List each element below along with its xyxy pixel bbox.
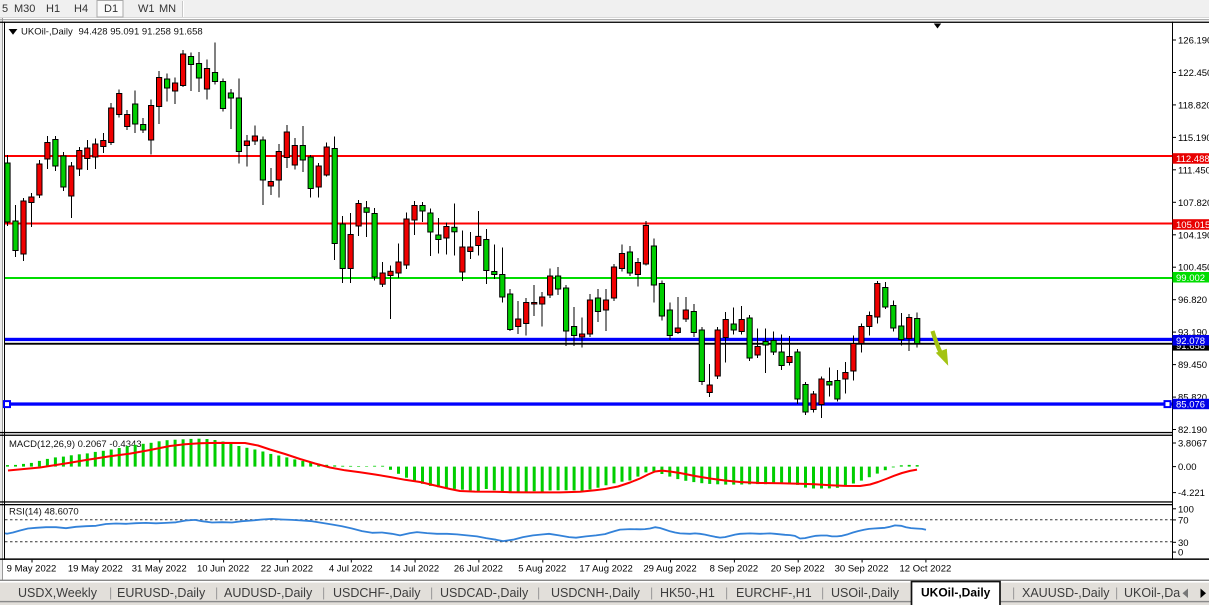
svg-text:115.190: 115.190 xyxy=(1178,133,1209,144)
svg-text:92.078: 92.078 xyxy=(1176,336,1205,347)
svg-text:|: | xyxy=(1115,586,1118,600)
svg-text:RSI(14) 48.6070: RSI(14) 48.6070 xyxy=(9,507,79,518)
svg-text:107.820: 107.820 xyxy=(1178,198,1209,209)
svg-text:5 Aug 2022: 5 Aug 2022 xyxy=(518,564,566,575)
svg-text:105.015: 105.015 xyxy=(1176,220,1209,231)
svg-text:MN: MN xyxy=(159,3,176,15)
svg-text:3.8067: 3.8067 xyxy=(1178,439,1207,450)
svg-text:UKOil-,Daily: UKOil-,Daily xyxy=(921,586,991,600)
svg-text:112.488: 112.488 xyxy=(1176,154,1209,165)
svg-text:|: | xyxy=(537,586,540,600)
svg-text:D1: D1 xyxy=(104,3,118,15)
svg-text:USOil-,Daily: USOil-,Daily xyxy=(831,586,900,600)
svg-text:|: | xyxy=(821,586,824,600)
svg-text:93.190: 93.190 xyxy=(1178,328,1207,339)
svg-text:9 May 2022: 9 May 2022 xyxy=(7,564,57,575)
svg-text:94.428 95.091 91.258 91.658: 94.428 95.091 91.258 91.658 xyxy=(79,27,203,38)
svg-text:EURUSD-,Daily: EURUSD-,Daily xyxy=(117,586,206,600)
svg-text:M30: M30 xyxy=(14,3,35,15)
svg-text:|: | xyxy=(650,586,653,600)
svg-text:104.190: 104.190 xyxy=(1178,230,1209,241)
svg-text:|: | xyxy=(725,586,728,600)
svg-text:XAUUSD-,Daily: XAUUSD-,Daily xyxy=(1022,586,1110,600)
svg-text:85.076: 85.076 xyxy=(1176,400,1205,411)
svg-text:|: | xyxy=(1012,586,1015,600)
svg-text:USDCAD-,Daily: USDCAD-,Daily xyxy=(440,586,529,600)
svg-text:17 Aug 2022: 17 Aug 2022 xyxy=(579,564,632,575)
svg-text:UKOil-,Da: UKOil-,Da xyxy=(1124,586,1180,600)
svg-text:111.450: 111.450 xyxy=(1178,165,1209,176)
svg-text:20 Sep 2022: 20 Sep 2022 xyxy=(771,564,825,575)
svg-text:30 Sep 2022: 30 Sep 2022 xyxy=(835,564,889,575)
svg-text:29 Aug 2022: 29 Aug 2022 xyxy=(643,564,696,575)
svg-text:EURCHF-,H1: EURCHF-,H1 xyxy=(736,586,812,600)
svg-text:UKOil-,Daily: UKOil-,Daily xyxy=(21,27,73,38)
svg-text:|: | xyxy=(322,586,325,600)
svg-text:0.00: 0.00 xyxy=(1178,462,1197,473)
svg-text:126.190: 126.190 xyxy=(1178,36,1209,47)
svg-text:99.002: 99.002 xyxy=(1176,273,1205,284)
svg-text:H1: H1 xyxy=(46,3,60,15)
svg-text:8 Sep 2022: 8 Sep 2022 xyxy=(710,564,759,575)
svg-text:22 Jun 2022: 22 Jun 2022 xyxy=(261,564,313,575)
svg-text:USDX,Weekly: USDX,Weekly xyxy=(18,586,98,600)
svg-text:AUDUSD-,Daily: AUDUSD-,Daily xyxy=(224,586,313,600)
svg-text:0: 0 xyxy=(1178,548,1183,559)
svg-text:MACD(12,26,9) 0.2067 -0.4343: MACD(12,26,9) 0.2067 -0.4343 xyxy=(9,439,142,450)
svg-text:122.450: 122.450 xyxy=(1178,68,1209,79)
svg-text:100.450: 100.450 xyxy=(1178,263,1209,274)
svg-text:-4.221: -4.221 xyxy=(1178,488,1205,499)
svg-text:4 Jul 2022: 4 Jul 2022 xyxy=(329,564,373,575)
svg-text:19 May 2022: 19 May 2022 xyxy=(68,564,123,575)
svg-text:118.820: 118.820 xyxy=(1178,100,1209,111)
svg-text:12 Oct 2022: 12 Oct 2022 xyxy=(900,564,952,575)
svg-text:30: 30 xyxy=(1178,538,1189,549)
svg-text:10 Jun 2022: 10 Jun 2022 xyxy=(197,564,249,575)
svg-text:|: | xyxy=(430,586,433,600)
svg-text:14 Jul 2022: 14 Jul 2022 xyxy=(390,564,439,575)
svg-text:70: 70 xyxy=(1178,515,1189,526)
svg-text:W1: W1 xyxy=(138,3,155,15)
svg-text:USDCNH-,Daily: USDCNH-,Daily xyxy=(551,586,641,600)
svg-text:HK50-,H1: HK50-,H1 xyxy=(660,586,715,600)
svg-text:91.658: 91.658 xyxy=(1176,341,1205,352)
svg-text:89.450: 89.450 xyxy=(1178,360,1207,371)
svg-text:5: 5 xyxy=(2,3,8,15)
svg-text:26 Jul 2022: 26 Jul 2022 xyxy=(454,564,503,575)
svg-text:31 May 2022: 31 May 2022 xyxy=(132,564,187,575)
svg-text:H4: H4 xyxy=(74,3,88,15)
svg-text:96.820: 96.820 xyxy=(1178,295,1207,306)
svg-text:|: | xyxy=(109,586,112,600)
svg-text:85.820: 85.820 xyxy=(1178,393,1207,404)
svg-text:82.190: 82.190 xyxy=(1178,425,1207,436)
svg-text:USDCHF-,Daily: USDCHF-,Daily xyxy=(333,586,421,600)
svg-text:|: | xyxy=(215,586,218,600)
svg-text:100: 100 xyxy=(1178,504,1194,515)
